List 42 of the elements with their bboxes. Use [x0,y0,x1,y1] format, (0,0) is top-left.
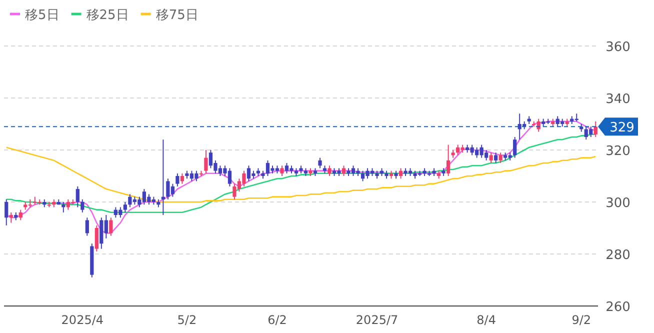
candlestick [204,150,208,174]
candlestick [76,186,80,208]
ref-label: 329 [598,118,638,136]
y-tick-label: 280 [606,248,630,263]
ref-line-label: 329 [610,120,634,136]
candlestick [318,157,322,169]
candlestick [176,172,180,187]
candlestick [109,217,113,236]
x-tick-label: 2025/7 [356,313,398,327]
candlestick [180,172,184,184]
y-tick-label: 340 [606,92,630,107]
candlestick [9,212,13,224]
x-tick-label: 9/2 [572,313,592,327]
y-tick-label: 260 [606,300,630,315]
y-tick-label: 320 [606,144,630,159]
candlestick [446,144,450,176]
candlestick [494,152,498,164]
x-tick-label: 6/2 [268,313,287,327]
candlestick [4,198,8,226]
candlestick [489,152,493,164]
x-tick-label: 8/4 [476,313,496,327]
candlestick [85,217,89,236]
candlestick [18,209,22,221]
y-tick-label: 300 [606,196,630,211]
candlestick [62,202,66,213]
candlestick [342,165,346,176]
candlestick [80,198,84,213]
candlestick [123,202,127,213]
candlestick [280,165,284,176]
legend-label: 移75日 [156,8,198,23]
candlestick [328,165,332,176]
legend-label: 移5日 [25,8,60,23]
y-tick-label: 360 [606,40,630,55]
x-tick-label: 2025/4 [61,313,104,327]
candlestick [594,120,598,138]
legend-label: 移25日 [86,8,129,23]
candlestick [498,152,502,164]
candlestick [398,168,403,180]
x-tick-label: 5/2 [177,313,197,327]
candlestick [161,139,165,216]
candlestick [513,136,517,158]
candlestick [94,224,98,252]
